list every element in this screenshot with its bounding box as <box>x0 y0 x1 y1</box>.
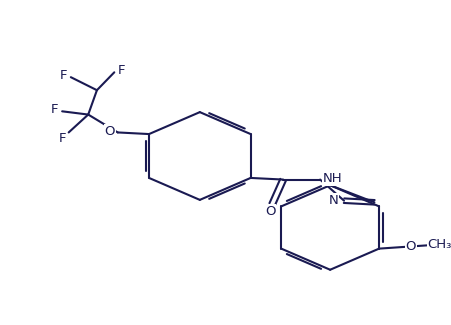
Text: NH: NH <box>322 172 342 185</box>
Text: N: N <box>329 193 339 207</box>
Text: O: O <box>405 240 416 253</box>
Text: CH₃: CH₃ <box>428 238 451 251</box>
Text: O: O <box>265 205 276 218</box>
Text: F: F <box>59 69 67 82</box>
Text: O: O <box>105 125 115 138</box>
Text: F: F <box>51 103 58 116</box>
Text: F: F <box>118 64 125 77</box>
Text: F: F <box>59 132 66 145</box>
